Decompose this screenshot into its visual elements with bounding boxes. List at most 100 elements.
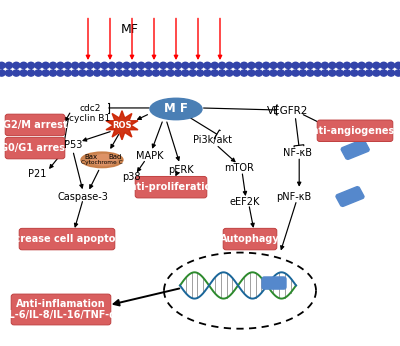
Circle shape xyxy=(351,70,358,76)
Text: Anti-angiogenesis: Anti-angiogenesis xyxy=(305,126,400,136)
Circle shape xyxy=(277,70,284,76)
Circle shape xyxy=(152,70,160,76)
Circle shape xyxy=(79,70,86,76)
Text: cdc2
cyclin B1: cdc2 cyclin B1 xyxy=(70,104,110,123)
Circle shape xyxy=(321,70,328,76)
Circle shape xyxy=(72,70,79,76)
Circle shape xyxy=(138,62,145,69)
Circle shape xyxy=(5,70,12,76)
Circle shape xyxy=(35,62,42,69)
Circle shape xyxy=(189,70,196,76)
Text: P21: P21 xyxy=(28,169,46,179)
Circle shape xyxy=(321,62,328,69)
Circle shape xyxy=(270,70,277,76)
Circle shape xyxy=(358,70,365,76)
Circle shape xyxy=(72,62,79,69)
Circle shape xyxy=(262,70,270,76)
Text: Pi3k/akt: Pi3k/akt xyxy=(192,135,232,145)
Circle shape xyxy=(86,62,93,69)
Circle shape xyxy=(233,62,240,69)
Circle shape xyxy=(233,70,240,76)
Circle shape xyxy=(57,70,64,76)
Circle shape xyxy=(196,62,204,69)
Circle shape xyxy=(329,62,336,69)
Circle shape xyxy=(218,62,226,69)
FancyBboxPatch shape xyxy=(223,228,277,250)
Circle shape xyxy=(307,62,314,69)
Circle shape xyxy=(167,62,174,69)
Circle shape xyxy=(366,70,373,76)
Circle shape xyxy=(0,62,5,69)
Text: Cytochrome C: Cytochrome C xyxy=(81,161,123,165)
Circle shape xyxy=(262,62,270,69)
Circle shape xyxy=(248,70,255,76)
Text: Bad: Bad xyxy=(108,154,122,160)
FancyBboxPatch shape xyxy=(19,228,115,250)
Circle shape xyxy=(138,70,145,76)
Text: eEF2K: eEF2K xyxy=(230,198,260,207)
Circle shape xyxy=(336,62,343,69)
Circle shape xyxy=(218,70,226,76)
Text: ROS: ROS xyxy=(112,121,132,130)
Text: pNF-κB: pNF-κB xyxy=(276,192,312,201)
Circle shape xyxy=(299,70,306,76)
Ellipse shape xyxy=(91,155,117,165)
Circle shape xyxy=(255,62,262,69)
Circle shape xyxy=(145,62,152,69)
Circle shape xyxy=(373,70,380,76)
Circle shape xyxy=(116,62,123,69)
Circle shape xyxy=(42,62,49,69)
Circle shape xyxy=(108,62,116,69)
Text: G2/M arrest: G2/M arrest xyxy=(3,120,67,130)
FancyBboxPatch shape xyxy=(11,294,111,325)
Circle shape xyxy=(380,70,387,76)
Circle shape xyxy=(314,62,321,69)
Circle shape xyxy=(35,70,42,76)
Text: Autophagy: Autophagy xyxy=(220,234,280,244)
Circle shape xyxy=(189,62,196,69)
Circle shape xyxy=(86,70,93,76)
Circle shape xyxy=(101,62,108,69)
Text: MF: MF xyxy=(121,23,139,36)
Circle shape xyxy=(240,62,248,69)
Circle shape xyxy=(204,70,211,76)
FancyBboxPatch shape xyxy=(5,137,65,159)
Circle shape xyxy=(13,70,20,76)
Circle shape xyxy=(255,70,262,76)
Circle shape xyxy=(284,62,292,69)
Circle shape xyxy=(50,70,57,76)
Circle shape xyxy=(20,70,27,76)
Circle shape xyxy=(343,70,350,76)
Text: P53: P53 xyxy=(64,140,82,150)
Text: MAPK: MAPK xyxy=(136,152,164,161)
Circle shape xyxy=(329,70,336,76)
Circle shape xyxy=(380,62,387,69)
Circle shape xyxy=(57,62,64,69)
Circle shape xyxy=(358,62,365,69)
Circle shape xyxy=(152,62,160,69)
Circle shape xyxy=(13,62,20,69)
Circle shape xyxy=(388,62,395,69)
Circle shape xyxy=(343,62,350,69)
Text: G0/G1 arrest: G0/G1 arrest xyxy=(0,143,70,153)
Text: Anti-inflamation
IL-6/IL-8/IL-16/TNF-α: Anti-inflamation IL-6/IL-8/IL-16/TNF-α xyxy=(6,299,116,320)
Circle shape xyxy=(366,62,373,69)
Circle shape xyxy=(123,62,130,69)
Circle shape xyxy=(292,70,299,76)
Circle shape xyxy=(130,70,138,76)
Circle shape xyxy=(240,70,248,76)
Circle shape xyxy=(211,70,218,76)
FancyBboxPatch shape xyxy=(336,186,364,207)
Circle shape xyxy=(94,70,101,76)
Text: NF-κB: NF-κB xyxy=(284,148,312,158)
Text: Caspase-3: Caspase-3 xyxy=(58,192,109,202)
Circle shape xyxy=(79,62,86,69)
Circle shape xyxy=(299,62,306,69)
Circle shape xyxy=(27,62,34,69)
Bar xyxy=(0,65,400,73)
Ellipse shape xyxy=(81,152,123,167)
Circle shape xyxy=(64,62,71,69)
Circle shape xyxy=(160,70,167,76)
Circle shape xyxy=(284,70,292,76)
Circle shape xyxy=(20,62,27,69)
